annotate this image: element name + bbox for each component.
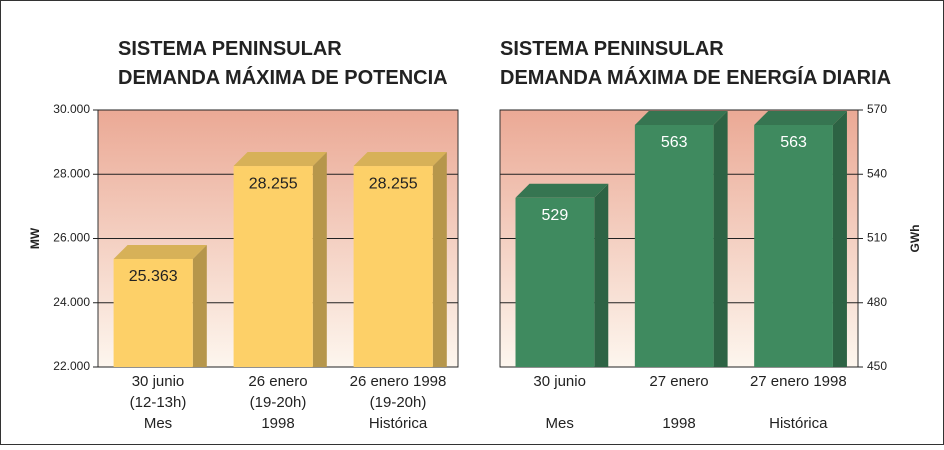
y-tick-label: 26.000 xyxy=(53,231,90,245)
chart-title: DEMANDA MÁXIMA DE ENERGÍA DIARIA xyxy=(500,66,891,89)
x-tick-label: 30 junio xyxy=(132,373,185,390)
bar-top xyxy=(113,244,207,259)
x-tick-label: 27 enero xyxy=(649,373,708,390)
y-tick-label: 570 xyxy=(867,102,887,116)
bar xyxy=(113,258,193,367)
bar xyxy=(754,124,833,367)
bar xyxy=(353,166,433,367)
x-tick-label: 26 enero xyxy=(248,373,307,390)
bar-top xyxy=(515,183,609,198)
bar-top xyxy=(634,110,728,125)
x-tick-label: 1998 xyxy=(261,415,294,432)
x-tick-label: Histórica xyxy=(369,415,428,432)
y-tick-label: 540 xyxy=(867,166,887,180)
bar-side xyxy=(832,110,847,367)
value-label: 25.363 xyxy=(129,268,178,285)
bar-side xyxy=(192,244,207,367)
bar-side xyxy=(713,110,728,367)
chart-title: SISTEMA PENINSULAR xyxy=(500,38,724,60)
x-tick-label: (19-20h) xyxy=(250,394,307,411)
bar-side xyxy=(432,152,447,367)
x-tick-label: (12-13h) xyxy=(130,394,187,411)
y-axis-label: MW xyxy=(28,227,42,249)
bar-top xyxy=(754,110,847,125)
y-tick-label: 28.000 xyxy=(53,166,90,180)
value-label: 563 xyxy=(661,134,688,151)
value-label: 563 xyxy=(780,134,807,151)
bar-top xyxy=(353,152,447,167)
bar-side xyxy=(312,152,327,367)
y-axis-label: GWh xyxy=(908,225,922,253)
bar xyxy=(634,124,714,367)
x-tick-label: Mes xyxy=(545,415,573,432)
x-tick-label: Mes xyxy=(144,415,172,432)
y-tick-label: 510 xyxy=(867,231,887,245)
x-tick-label: (19-20h) xyxy=(370,394,427,411)
bar xyxy=(233,166,313,367)
y-tick-label: 24.000 xyxy=(53,295,90,309)
x-tick-label: Histórica xyxy=(769,415,828,432)
value-label: 28.255 xyxy=(249,175,298,192)
chart-title: DEMANDA MÁXIMA DE POTENCIA xyxy=(118,66,448,89)
value-label: 529 xyxy=(542,207,569,224)
y-tick-label: 22.000 xyxy=(53,359,90,373)
y-tick-label: 30.000 xyxy=(53,102,90,116)
chart-title: SISTEMA PENINSULAR xyxy=(118,38,342,60)
y-tick-label: 450 xyxy=(867,359,887,373)
x-tick-label: 26 enero 1998 xyxy=(350,373,447,390)
x-tick-label: 30 junio xyxy=(533,373,586,390)
x-tick-label: 27 enero 1998 xyxy=(750,373,847,390)
x-tick-label: 1998 xyxy=(662,415,695,432)
bar xyxy=(515,197,595,367)
bar-top xyxy=(233,152,327,167)
y-tick-label: 480 xyxy=(867,295,887,309)
bar-side xyxy=(594,183,609,367)
value-label: 28.255 xyxy=(369,175,418,192)
